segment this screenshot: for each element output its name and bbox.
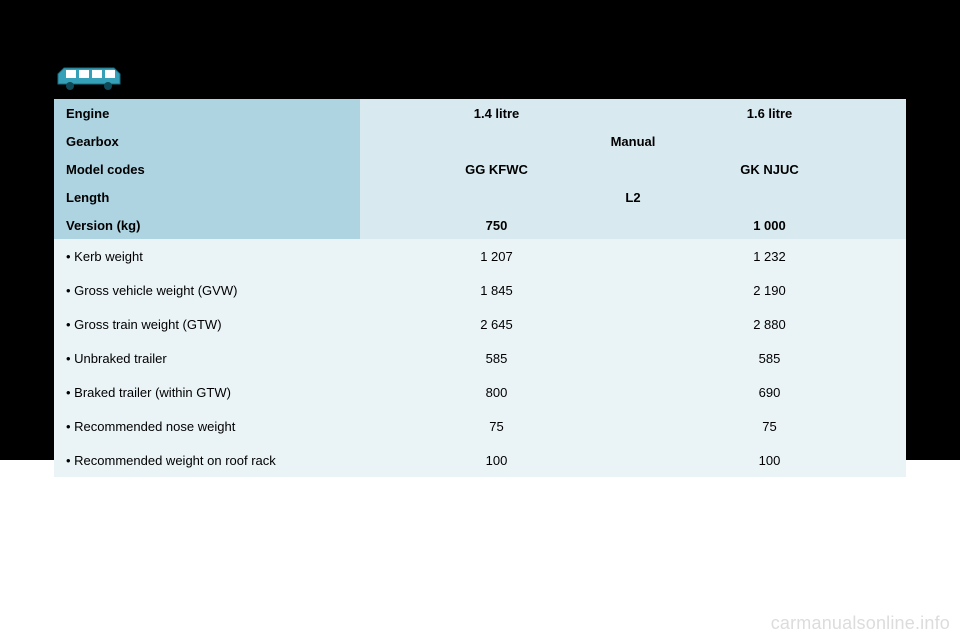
row-model-codes: Model codes GG KFWC GK NJUC xyxy=(54,155,906,183)
val-unbraked-trailer-1: 585 xyxy=(360,341,633,375)
val-length: L2 xyxy=(360,183,906,211)
label-gtw: • Gross train weight (GTW) xyxy=(54,307,360,341)
row-kerb-weight: • Kerb weight 1 207 1 232 xyxy=(54,239,906,273)
val-model-codes-1: GG KFWC xyxy=(360,155,633,183)
val-version-2: 1 000 xyxy=(633,211,906,239)
specs-table: Engine 1.4 litre 1.6 litre Gearbox Manua… xyxy=(54,99,906,477)
row-length: Length L2 xyxy=(54,183,906,211)
val-roof-rack-1: 100 xyxy=(360,443,633,477)
label-unbraked-trailer: • Unbraked trailer xyxy=(54,341,360,375)
val-braked-trailer-2: 690 xyxy=(633,375,906,409)
label-model-codes: Model codes xyxy=(54,155,360,183)
label-roof-rack: • Recommended weight on roof rack xyxy=(54,443,360,477)
label-braked-trailer: • Braked trailer (within GTW) xyxy=(54,375,360,409)
val-nose-weight-1: 75 xyxy=(360,409,633,443)
val-roof-rack-2: 100 xyxy=(633,443,906,477)
label-gvw: • Gross vehicle weight (GVW) xyxy=(54,273,360,307)
row-roof-rack: • Recommended weight on roof rack 100 10… xyxy=(54,443,906,477)
val-version-1: 750 xyxy=(360,211,633,239)
watermark-text: carmanualsonline.info xyxy=(771,613,950,634)
label-length: Length xyxy=(54,183,360,211)
val-gvw-1: 1 845 xyxy=(360,273,633,307)
label-nose-weight: • Recommended nose weight xyxy=(54,409,360,443)
val-kerb-weight-2: 1 232 xyxy=(633,239,906,273)
val-gearbox: Manual xyxy=(360,127,906,155)
val-braked-trailer-1: 800 xyxy=(360,375,633,409)
val-model-codes-2: GK NJUC xyxy=(633,155,906,183)
car-silhouette-icon xyxy=(54,64,126,92)
row-gvw: • Gross vehicle weight (GVW) 1 845 2 190 xyxy=(54,273,906,307)
row-gearbox: Gearbox Manual xyxy=(54,127,906,155)
label-kerb-weight: • Kerb weight xyxy=(54,239,360,273)
val-unbraked-trailer-2: 585 xyxy=(633,341,906,375)
row-gtw: • Gross train weight (GTW) 2 645 2 880 xyxy=(54,307,906,341)
label-version: Version (kg) xyxy=(54,211,360,239)
val-gvw-2: 2 190 xyxy=(633,273,906,307)
label-engine: Engine xyxy=(54,99,360,127)
row-version: Version (kg) 750 1 000 xyxy=(54,211,906,239)
val-gtw-1: 2 645 xyxy=(360,307,633,341)
row-unbraked-trailer: • Unbraked trailer 585 585 xyxy=(54,341,906,375)
label-gearbox: Gearbox xyxy=(54,127,360,155)
val-nose-weight-2: 75 xyxy=(633,409,906,443)
val-engine-1: 1.4 litre xyxy=(360,99,633,127)
row-engine: Engine 1.4 litre 1.6 litre xyxy=(54,99,906,127)
row-braked-trailer: • Braked trailer (within GTW) 800 690 xyxy=(54,375,906,409)
row-nose-weight: • Recommended nose weight 75 75 xyxy=(54,409,906,443)
val-kerb-weight-1: 1 207 xyxy=(360,239,633,273)
val-gtw-2: 2 880 xyxy=(633,307,906,341)
val-engine-2: 1.6 litre xyxy=(633,99,906,127)
